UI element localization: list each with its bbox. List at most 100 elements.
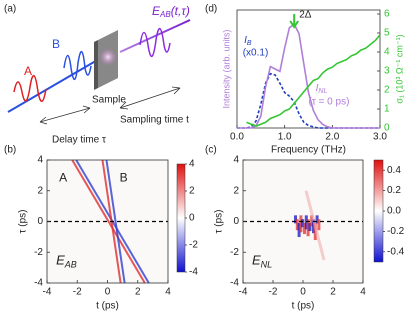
inl-label-sub: NL xyxy=(318,88,327,95)
inl-label: INL xyxy=(316,83,328,95)
label-a: A xyxy=(24,64,32,78)
ib-label-main: I xyxy=(244,35,247,46)
x-tick-label: 2 xyxy=(330,287,336,298)
x-axis-label: t (ps) xyxy=(292,301,315,312)
y2-axis-label: σ₁ (10³ Ω⁻¹ cm⁻¹) xyxy=(394,34,404,103)
signal-blob xyxy=(303,223,306,235)
x-axis-label: Frequency (THz) xyxy=(271,145,346,156)
ib-label-sub: B xyxy=(247,40,252,47)
y2-tick-label: 0 xyxy=(384,123,390,134)
signal-blob xyxy=(295,219,299,231)
signal-stripe xyxy=(71,159,146,284)
x-tick-label: 0 xyxy=(105,287,111,298)
signal xyxy=(294,190,326,261)
inl-label-main: I xyxy=(316,83,319,94)
label-b: B xyxy=(52,37,60,51)
inl-delay: (τ = 0 ps) xyxy=(309,97,350,108)
plot-frame xyxy=(236,9,381,129)
x-tick-label: 3.0 xyxy=(373,132,387,143)
stripe-label: A xyxy=(59,171,67,185)
y2-tick-label: 3 xyxy=(384,66,390,77)
y-axis-label: τ (ps) xyxy=(214,210,225,234)
y-tick-label: 0 xyxy=(233,216,239,227)
panel-label: (c) xyxy=(205,145,217,156)
colorbar-tick-label: 0.4 xyxy=(387,165,401,176)
x-tick-label: -2 xyxy=(73,287,82,298)
signal-label-sub: AB xyxy=(64,260,77,270)
signal-stripe xyxy=(304,190,326,261)
sample-spot xyxy=(99,48,117,66)
colorbar-tick-label: -2 xyxy=(189,240,198,251)
sample-label: Sample xyxy=(92,95,126,106)
panel-label: (b) xyxy=(4,145,16,156)
y-tick-label: -4 xyxy=(34,278,43,289)
pulse-out xyxy=(139,28,171,57)
y-tick-label: -4 xyxy=(230,278,239,289)
stripe-label: B xyxy=(120,171,128,185)
panel-label: (a) xyxy=(4,4,16,15)
ib-scale: (x0.1) xyxy=(243,48,269,59)
colorbar-tick-label: 2 xyxy=(189,186,195,197)
x-tick-label: -2 xyxy=(269,287,278,298)
beam-out xyxy=(119,19,191,53)
ib-label: IB xyxy=(244,35,252,47)
series-line xyxy=(237,23,380,129)
beam xyxy=(7,54,107,113)
delay-arrow xyxy=(39,105,91,125)
x-axis-label: t (ps) xyxy=(96,301,119,312)
signal-blob xyxy=(294,215,297,224)
signal-label-main: E xyxy=(252,253,261,268)
y-tick-label: 0 xyxy=(37,216,43,227)
colorbar-tick-label: 0.0 xyxy=(387,206,401,217)
signal-blob xyxy=(317,219,321,231)
signal-label-sub: NL xyxy=(261,260,273,270)
y-tick-label: -2 xyxy=(230,247,239,258)
signal-blob xyxy=(310,215,314,227)
y-tick-label: 4 xyxy=(37,155,43,166)
y-axis-label: Intensity (arb. units) xyxy=(221,29,231,108)
pulse-a xyxy=(13,75,47,102)
y-axis-label: τ (ps) xyxy=(18,210,29,234)
x-tick-label: 0.0 xyxy=(230,132,244,143)
signal-blob xyxy=(297,223,301,238)
signal-stripe xyxy=(105,159,126,284)
colorbar-tick-label: 0 xyxy=(189,213,195,224)
x-tick-label: -4 xyxy=(239,287,248,298)
signal-blob xyxy=(306,219,310,237)
field-label: EAB(t,τ) xyxy=(152,4,190,19)
x-tick-label: 2.0 xyxy=(325,132,339,143)
y2-tick-label: 5 xyxy=(384,28,390,39)
gap-label: 2Δ xyxy=(299,10,312,21)
colorbar xyxy=(373,159,384,263)
y2-tick-label: 6 xyxy=(384,9,390,20)
sampling-arrow xyxy=(119,86,181,110)
signal-blob xyxy=(304,215,308,230)
panel-label: (d) xyxy=(205,4,217,15)
y-tick-label: 4 xyxy=(233,155,239,166)
delay-label: Delay time τ xyxy=(52,135,106,146)
y-tick-label: -2 xyxy=(34,247,43,258)
colorbar-tick-label: 0.2 xyxy=(387,185,401,196)
colorbar-tick-label: -0.4 xyxy=(387,246,405,257)
signal-blob xyxy=(301,219,305,228)
signal-blob xyxy=(308,223,312,232)
x-tick-label: 1.0 xyxy=(278,132,292,143)
x-tick-label: -4 xyxy=(43,287,52,298)
y2-tick-label: 4 xyxy=(384,47,390,58)
signal-label: ENL xyxy=(252,253,272,270)
x-tick-label: 4 xyxy=(165,287,171,298)
sample-edge xyxy=(94,40,98,90)
y-tick-label: 2 xyxy=(37,185,43,196)
colorbar-tick-label: 4 xyxy=(189,159,195,170)
x-tick-label: 0 xyxy=(300,287,306,298)
signal-blob xyxy=(315,215,319,224)
y2-tick-label: 1 xyxy=(384,104,390,115)
colorbar xyxy=(176,163,186,273)
pulse-b xyxy=(63,51,92,80)
x-tick-label: 2 xyxy=(135,287,141,298)
signal-label-main: E xyxy=(56,253,65,268)
sampling-label: Sampling time t xyxy=(120,115,189,126)
y-tick-label: 2 xyxy=(233,185,239,196)
signal-label: EAB xyxy=(56,253,77,270)
